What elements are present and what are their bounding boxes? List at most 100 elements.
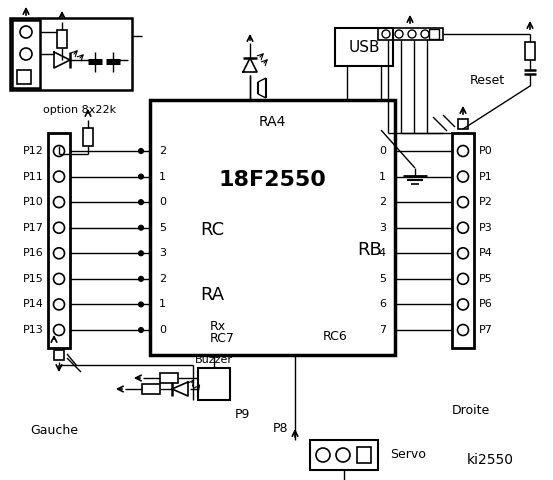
Text: 3: 3 [159, 248, 166, 258]
Text: ki2550: ki2550 [467, 453, 514, 467]
Bar [429, 29, 439, 39]
Bar [17, 70, 31, 84]
Circle shape [20, 26, 32, 38]
Text: P11: P11 [23, 171, 44, 181]
Bar [160, 373, 178, 383]
Text: Servo: Servo [390, 448, 426, 461]
Text: P16: P16 [23, 248, 44, 258]
Circle shape [457, 299, 468, 310]
Text: P3: P3 [479, 223, 493, 233]
Bar [10, 18, 132, 90]
Text: 1: 1 [159, 171, 166, 181]
Text: 4: 4 [379, 248, 386, 258]
Circle shape [138, 148, 143, 154]
Bar [335, 28, 393, 66]
Text: RA: RA [200, 286, 224, 304]
Circle shape [138, 327, 143, 333]
Text: RA4: RA4 [259, 115, 286, 129]
Circle shape [138, 251, 143, 256]
Bar [525, 42, 535, 60]
Circle shape [457, 222, 468, 233]
Bar [142, 384, 160, 394]
Text: 6: 6 [379, 300, 386, 310]
Text: 0: 0 [159, 325, 166, 335]
Text: P8: P8 [272, 421, 288, 434]
Circle shape [138, 200, 143, 204]
Text: 18F2550: 18F2550 [218, 170, 326, 190]
Text: 0: 0 [159, 197, 166, 207]
Text: Rx: Rx [210, 321, 226, 334]
Circle shape [54, 273, 65, 284]
Circle shape [457, 248, 468, 259]
Circle shape [138, 302, 143, 307]
Text: P15: P15 [23, 274, 44, 284]
Circle shape [54, 324, 65, 336]
Circle shape [457, 145, 468, 156]
Bar [458, 119, 468, 129]
Text: P17: P17 [23, 223, 44, 233]
Text: 1: 1 [159, 300, 166, 310]
Circle shape [457, 197, 468, 208]
Circle shape [54, 197, 65, 208]
Text: P13: P13 [23, 325, 44, 335]
Circle shape [316, 448, 330, 462]
Text: P10: P10 [23, 197, 44, 207]
Bar [357, 447, 371, 463]
Bar [83, 128, 93, 146]
Circle shape [138, 174, 143, 179]
Circle shape [382, 30, 390, 38]
Circle shape [54, 222, 65, 233]
Bar [12, 20, 40, 88]
Text: Gauche: Gauche [30, 423, 78, 436]
Circle shape [408, 30, 416, 38]
Bar [48, 133, 70, 348]
Bar [310, 440, 378, 470]
Circle shape [457, 273, 468, 284]
Text: P6: P6 [479, 300, 493, 310]
Text: P9: P9 [234, 408, 250, 420]
Text: Droite: Droite [452, 404, 490, 417]
Text: RB: RB [357, 241, 382, 259]
Text: 2: 2 [379, 197, 386, 207]
Text: RC: RC [200, 221, 224, 239]
Text: Reset: Reset [470, 73, 505, 86]
Circle shape [421, 30, 429, 38]
Circle shape [54, 145, 65, 156]
Text: 5: 5 [159, 223, 166, 233]
Circle shape [138, 276, 143, 281]
Circle shape [395, 30, 403, 38]
Circle shape [138, 225, 143, 230]
Text: 1: 1 [379, 171, 386, 181]
Text: option 8x22k: option 8x22k [44, 105, 117, 115]
Bar [452, 133, 474, 348]
Text: 2: 2 [159, 146, 166, 156]
Circle shape [54, 171, 65, 182]
Circle shape [54, 248, 65, 259]
Text: 2: 2 [159, 274, 166, 284]
Bar [54, 350, 64, 360]
Text: P5: P5 [479, 274, 493, 284]
Text: P1: P1 [479, 171, 493, 181]
Circle shape [457, 171, 468, 182]
Bar [150, 100, 395, 355]
Text: P7: P7 [479, 325, 493, 335]
Circle shape [457, 324, 468, 336]
Text: Buzzer: Buzzer [195, 355, 233, 365]
Circle shape [20, 48, 32, 60]
Bar [198, 368, 230, 400]
Circle shape [336, 448, 350, 462]
Text: 3: 3 [379, 223, 386, 233]
Text: 5: 5 [379, 274, 386, 284]
Text: RC7: RC7 [210, 333, 235, 346]
Text: P0: P0 [479, 146, 493, 156]
Text: P14: P14 [23, 300, 44, 310]
Text: P4: P4 [479, 248, 493, 258]
Text: 0: 0 [379, 146, 386, 156]
Text: USB: USB [348, 39, 380, 55]
Circle shape [54, 299, 65, 310]
Text: P2: P2 [479, 197, 493, 207]
Bar [378, 28, 443, 40]
Text: P12: P12 [23, 146, 44, 156]
Bar [57, 30, 67, 48]
Text: RC6: RC6 [322, 331, 347, 344]
